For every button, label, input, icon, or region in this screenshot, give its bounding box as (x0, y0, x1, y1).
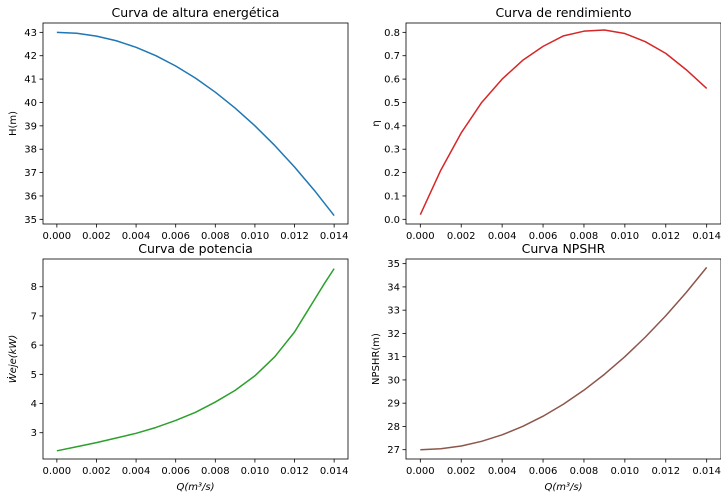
chart-2-x-tick-label: 0.014 (692, 231, 721, 242)
chart-1-y-tick-label: 39 (24, 121, 37, 132)
chart-3-x-tick-label: 0.012 (280, 466, 309, 477)
chart-3-y-tick-label: 5 (31, 370, 37, 381)
chart-4-series-line (420, 266, 708, 451)
chart-2-x-tick-label: 0.004 (488, 231, 517, 242)
chart-4-plot-frame (405, 258, 721, 460)
chart-2-y-tick-label: 0.3 (384, 145, 400, 156)
chart-2-x-tick-label: 0.008 (570, 231, 599, 242)
chart-4: Curva NPSHR 0.000 0.002 0.004 0.006 0.008 0.01… (371, 241, 721, 493)
chart-1-y-tick-label: 35 (24, 215, 37, 226)
chart-4-x-tick-label: 0.004 (488, 466, 517, 477)
chart-3-y-axis-label: Ẇeje(kW) (6, 335, 19, 383)
chart-2-y-tick-label: 0.1 (384, 191, 400, 202)
chart-3-x-tick-label: 0.002 (82, 466, 111, 477)
chart-1-y-tick-label: 42 (24, 51, 37, 62)
chart-2-y-tick-label: 0.8 (384, 28, 400, 39)
chart-4-x-tick-label: 0.008 (570, 466, 599, 477)
chart-2-y-tick-label: 0.0 (384, 215, 400, 226)
chart-3-y-tick-label: 6 (31, 341, 37, 352)
chart-1: Curva de altura energética 0.000 0.002 0.00… (8, 5, 348, 242)
chart-3-y-tick-label: 4 (31, 399, 37, 410)
chart-1-x-tick-label: 0.002 (82, 231, 111, 242)
chart-3-x-tick-label: 0.000 (43, 466, 72, 477)
chart-1-x-tick-label: 0.010 (241, 231, 270, 242)
chart-1-series-line (56, 31, 335, 217)
chart-4-y-tick-label: 33 (387, 306, 400, 317)
chart-1-plot-frame (42, 22, 349, 225)
chart-2-y-tick-label: 0.5 (384, 98, 400, 109)
chart-3-series-line (56, 268, 335, 452)
chart-2-x-tick-label: 0.006 (529, 231, 558, 242)
chart-1-x-tick-label: 0.000 (43, 231, 72, 242)
chart-2-x-tick-label: 0.000 (406, 231, 435, 242)
chart-4-y-tick-label: 28 (387, 422, 400, 433)
chart-3-title: Curva de potencia (138, 241, 253, 256)
chart-4-x-tick-label: 0.000 (406, 466, 435, 477)
chart-3-x-tick-label: 0.006 (161, 466, 190, 477)
chart-2-x-tick-label: 0.012 (651, 231, 680, 242)
chart-4-y-tick-label: 27 (387, 445, 400, 456)
chart-4-x-tick-label: 0.006 (529, 466, 558, 477)
chart-3-x-tick-label: 0.010 (241, 466, 270, 477)
chart-4-y-tick-label: 31 (387, 352, 400, 363)
chart-2-y-tick-label: 0.4 (384, 121, 400, 132)
chart-4-y-axis-label: NPSHR(m) (371, 333, 382, 385)
chart-2-x-tick-label: 0.002 (447, 231, 476, 242)
chart-4-y-tick-label: 29 (387, 399, 400, 410)
chart-1-title: Curva de altura energética (112, 5, 280, 20)
chart-3-y-tick-label: 8 (31, 282, 37, 293)
chart-2-y-tick-label: 0.7 (384, 51, 400, 62)
chart-1-y-axis-label: H(m) (8, 111, 19, 136)
chart-4-y-tick-label: 35 (387, 259, 400, 270)
chart-4-y-tick-label: 32 (387, 329, 400, 340)
chart-3: Curva de potencia 0.000 0.002 0.004 0.006 0.0… (6, 241, 348, 493)
chart-3-x-tick-label: 0.004 (122, 466, 151, 477)
chart-2-y-axis-label: η (371, 120, 382, 126)
chart-2-x-tick-label: 0.010 (611, 231, 640, 242)
chart-4-x-axis-label: Q(m³/s) (544, 482, 582, 493)
chart-1-y-tick-label: 38 (24, 145, 37, 156)
chart-3-y-tick-label: 7 (31, 311, 37, 322)
chart-1-y-tick-label: 37 (24, 168, 37, 179)
chart-1-x-tick-label: 0.014 (320, 231, 349, 242)
chart-4-title: Curva NPSHR (522, 241, 606, 256)
chart-3-x-tick-label: 0.014 (320, 466, 349, 477)
chart-3-plot-frame (42, 258, 349, 460)
chart-1-y-tick-label: 41 (24, 75, 37, 86)
chart-2-plot-frame (405, 22, 721, 225)
chart-4-x-tick-label: 0.002 (447, 466, 476, 477)
chart-2-title: Curva de rendimiento (495, 5, 631, 20)
chart-2: Curva de rendimiento 0.000 0.002 0.004 0.006… (371, 5, 721, 242)
chart-4-x-tick-label: 0.012 (651, 466, 680, 477)
chart-3-x-tick-label: 0.008 (201, 466, 230, 477)
chart-1-y-tick-label: 43 (24, 28, 37, 39)
chart-2-y-tick-label: 0.2 (384, 168, 400, 179)
chart-1-x-tick-label: 0.004 (122, 231, 151, 242)
chart-1-x-tick-label: 0.008 (201, 231, 230, 242)
chart-2-y-tick-label: 0.6 (384, 75, 400, 86)
chart-3-y-tick-label: 3 (31, 428, 37, 439)
chart-1-y-tick-label: 40 (24, 98, 37, 109)
chart-3-x-axis-label: Q(m³/s) (176, 482, 214, 493)
chart-2-series-line (419, 29, 708, 215)
chart-4-y-tick-label: 34 (387, 282, 400, 293)
chart-4-y-tick-label: 30 (387, 375, 400, 386)
chart-4-x-tick-label: 0.010 (611, 466, 640, 477)
chart-4-x-tick-label: 0.014 (692, 466, 721, 477)
chart-1-x-tick-label: 0.012 (280, 231, 309, 242)
chart-1-x-tick-label: 0.006 (161, 231, 190, 242)
chart-1-y-tick-label: 36 (24, 191, 37, 202)
